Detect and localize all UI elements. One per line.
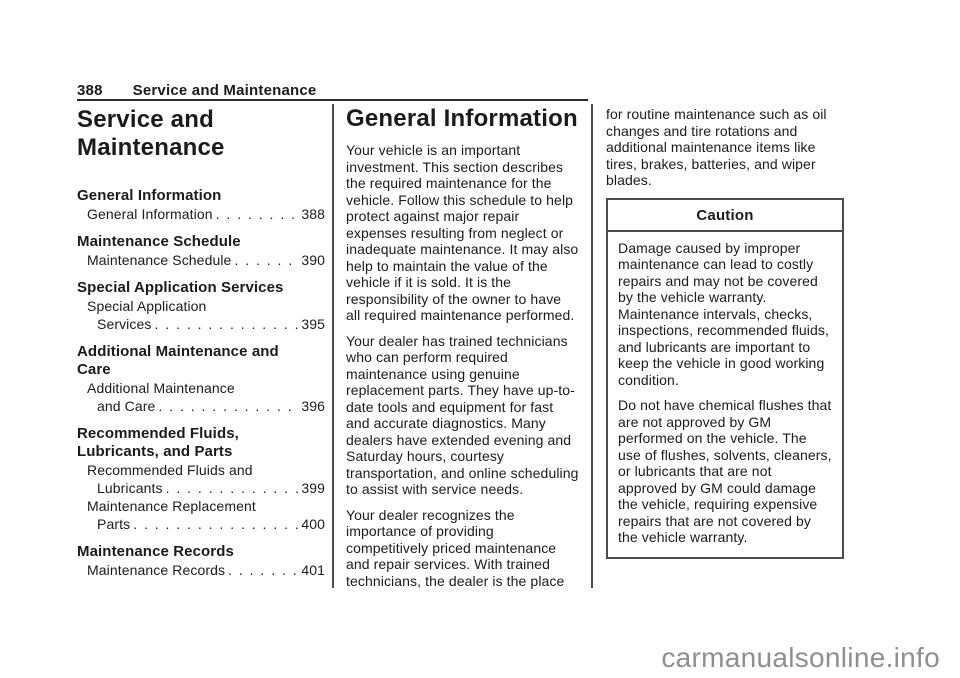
paragraph: Your dealer recognizes the importance of… — [346, 506, 565, 589]
toc-entry: General Information. . . . . . . . . . .… — [77, 205, 325, 223]
toc-heading: Recommended Fluids, Lubricants, and Part… — [77, 425, 239, 460]
toc-entry: Additional Maintenance and Care. . . . . … — [77, 379, 325, 415]
toc-entry: Maintenance Replacement Parts. . . . . . … — [77, 497, 325, 533]
middle-column: General Information Your vehicle is an i… — [346, 106, 579, 598]
toc-page-number: 388 — [301, 206, 325, 222]
paragraph: Your dealer has trained technicians who … — [346, 332, 579, 498]
toc-entry-line: Recommended Fluids and — [87, 462, 253, 478]
toc-heading: General Information — [77, 187, 222, 204]
section-title: Service and Maintenance — [77, 106, 225, 161]
toc-entry-label: Maintenance Schedule — [87, 252, 232, 268]
toc-entry-line: General Information. . . . . . . . . . .… — [77, 205, 325, 223]
toc-heading: Additional Maintenance and Care — [77, 343, 279, 378]
toc-section: Recommended Fluids, Lubricants, and Part… — [77, 425, 325, 533]
toc-entry-line: Maintenance Records. . . . . . . . . . .… — [77, 561, 325, 579]
toc-entry: Recommended Fluids and Lubricants. . . . … — [77, 461, 325, 497]
toc-entry: Special Application Services. . . . . . .… — [77, 297, 325, 333]
toc-entry-line: Special Application — [87, 298, 207, 314]
column-divider-right — [591, 104, 593, 588]
right-column: for routine maintenance such as oil chan… — [606, 106, 846, 559]
toc-entry-line: Maintenance Schedule. . . . . . . . . . … — [77, 251, 325, 269]
toc-entry-label: Maintenance Records — [87, 562, 226, 578]
paragraph: Your vehicle is an important investment.… — [346, 142, 579, 323]
toc-section: Additional Maintenance and Care Additiona… — [77, 343, 325, 415]
toc-section: Special Application Services Special Appl… — [77, 279, 325, 333]
toc-entry-line: Maintenance Replacement — [87, 498, 256, 514]
toc-page-number: 400 — [301, 516, 325, 532]
toc-heading: Maintenance Records — [77, 543, 234, 560]
toc-page-number: 390 — [301, 252, 325, 268]
caution-body: Damage caused by improper maintenance ca… — [608, 232, 842, 557]
paragraph: Damage caused by improper maintenance ca… — [618, 239, 829, 388]
toc-section: Maintenance Schedule Maintenance Schedule… — [77, 233, 325, 269]
toc-heading: Maintenance Schedule — [77, 233, 241, 250]
watermark: carmanualsonline.info — [661, 642, 940, 673]
toc-entry-label: Lubricants — [97, 480, 163, 496]
toc-section: Maintenance Records Maintenance Records. … — [77, 543, 325, 579]
chapter-title: Service and Maintenance — [132, 82, 317, 99]
toc-heading: Special Application Services — [77, 279, 284, 296]
toc-page-number: 396 — [301, 398, 325, 414]
paragraph: Do not have chemical flushes that are no… — [618, 397, 832, 545]
header-rule — [77, 99, 588, 101]
toc-entry-label: Services — [97, 316, 152, 332]
article-body-continued: for routine maintenance such as oil chan… — [606, 106, 846, 189]
page-number: 388 — [77, 82, 103, 99]
toc-page-number: 401 — [301, 562, 325, 578]
toc-entry-line: Additional Maintenance — [87, 380, 235, 396]
toc-page-number: 399 — [301, 480, 325, 496]
toc-entry-line: Services. . . . . . . . . . . . . . . . … — [77, 315, 325, 333]
toc-dot-leader: . . . . . . . . . . . . . . . . . . . . … — [165, 480, 299, 496]
toc-dot-leader: . . . . . . . . . . . . . . . . . . . . … — [154, 316, 298, 332]
toc-entry-line: Parts. . . . . . . . . . . . . . . . . .… — [77, 515, 325, 533]
toc-dot-leader: . . . . . . . . . . . . . . . . . . . . … — [133, 516, 298, 532]
toc-entry: Maintenance Schedule. . . . . . . . . . … — [77, 251, 325, 269]
left-column: Service and Maintenance General Informat… — [77, 106, 325, 579]
toc-section: General Information General Information. … — [77, 187, 325, 223]
running-header: 388 Service and Maintenance — [77, 82, 316, 99]
toc-entry: Maintenance Records. . . . . . . . . . .… — [77, 561, 325, 579]
toc-dot-leader: . . . . . . . . . . . . . . . . . . . . … — [234, 252, 298, 268]
column-divider-left — [332, 104, 334, 588]
toc-entry-label: Parts — [97, 516, 131, 532]
toc-dot-leader: . . . . . . . . . . . . . . . . . . . . … — [228, 562, 299, 578]
paragraph: for routine maintenance such as oil chan… — [606, 106, 827, 188]
toc-entry-line: Lubricants. . . . . . . . . . . . . . . … — [77, 479, 325, 497]
caution-title: Caution — [608, 200, 842, 232]
article-body: Your vehicle is an important investment.… — [346, 142, 579, 589]
table-of-contents: General Information General Information. … — [77, 187, 325, 579]
toc-dot-leader: . . . . . . . . . . . . . . . . . . . . … — [158, 398, 298, 414]
toc-entry-line: and Care. . . . . . . . . . . . . . . . … — [77, 397, 325, 415]
toc-page-number: 395 — [301, 316, 325, 332]
toc-entry-label: and Care — [97, 398, 156, 414]
caution-box: Caution Damage caused by improper mainte… — [606, 197, 844, 559]
toc-dot-leader: . . . . . . . . . . . . . . . . . . . . … — [215, 206, 299, 222]
article-title: General Information — [346, 105, 578, 132]
toc-entry-label: General Information — [87, 206, 213, 222]
